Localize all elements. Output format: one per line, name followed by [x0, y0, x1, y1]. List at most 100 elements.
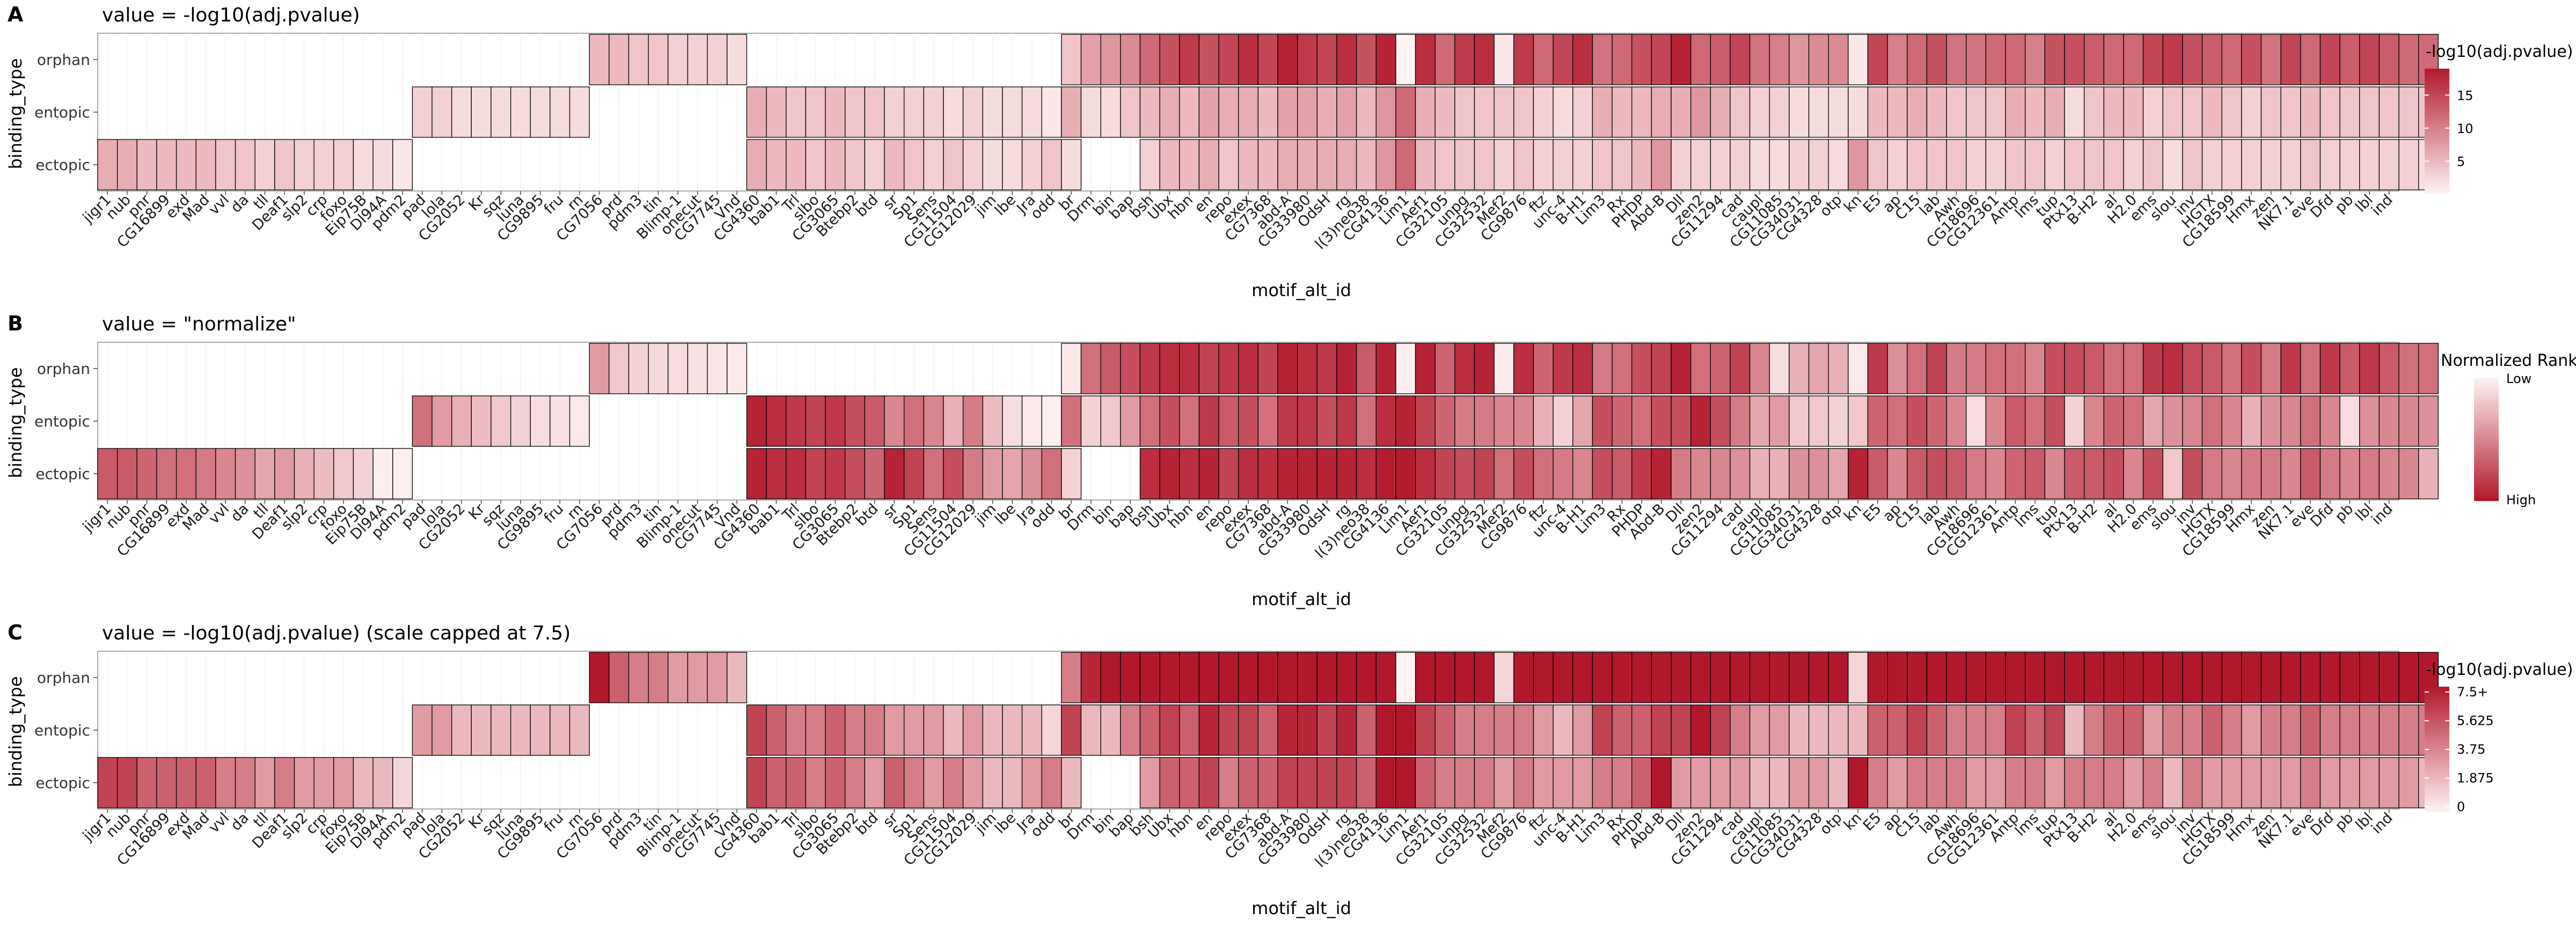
heatmap-cell: [1533, 343, 1554, 394]
heatmap-cell: [412, 395, 433, 447]
heatmap-cell: [1985, 343, 2006, 394]
heatmap-cell: [1769, 34, 1790, 85]
heatmap-cell: [2300, 139, 2321, 190]
heatmap-cell: [1139, 34, 1160, 85]
heatmap-cell: [1179, 343, 1200, 394]
legend-label: 0: [2457, 799, 2465, 814]
heatmap-cell: [1494, 139, 1514, 190]
heatmap-cell: [1592, 448, 1613, 499]
heatmap-cell: [2182, 448, 2203, 499]
heatmap-cell: [1848, 34, 1869, 85]
x-tick-label: otp: [1817, 192, 1845, 220]
heatmap-cell: [1375, 139, 1396, 190]
heatmap-cell: [2044, 704, 2065, 756]
heatmap-cell: [1966, 343, 1987, 394]
heatmap-cell: [2398, 86, 2419, 138]
heatmap-cell: [1553, 704, 1574, 756]
heatmap-cell: [1021, 86, 1042, 138]
heatmap-cell: [943, 448, 964, 499]
heatmap-cell: [1651, 34, 1672, 85]
heatmap-cell: [727, 652, 748, 703]
heatmap-cell: [2064, 34, 2085, 85]
heatmap-cell: [1553, 652, 1574, 703]
heatmap-cell: [1572, 395, 1593, 447]
heatmap-cell: [1218, 757, 1239, 808]
legend-label: 10: [2457, 121, 2473, 136]
heatmap-cell: [1435, 704, 1455, 756]
heatmap-cell: [2044, 86, 2065, 138]
heatmap-cell: [175, 139, 196, 190]
heatmap-cell: [1277, 395, 1298, 447]
heatmap-cell: [2319, 139, 2340, 190]
heatmap-cell: [1435, 86, 1455, 138]
heatmap-cell: [431, 86, 452, 138]
heatmap-cell: [982, 86, 1003, 138]
heatmap-cell: [2339, 343, 2360, 394]
heatmap-cell: [274, 448, 295, 499]
heatmap-cell: [2300, 704, 2321, 756]
heatmap-cell: [1356, 395, 1377, 447]
heatmap-cell: [333, 448, 354, 499]
heatmap-cell: [1297, 139, 1318, 190]
heatmap-cell: [1257, 139, 1278, 190]
heatmap-cell: [1789, 34, 1810, 85]
heatmap-cell: [1533, 704, 1554, 756]
heatmap-cell: [2162, 704, 2183, 756]
heatmap-cell: [1651, 757, 1672, 808]
heatmap-cell: [1395, 757, 1416, 808]
heatmap-cell: [1435, 34, 1455, 85]
heatmap-cell: [2083, 395, 2104, 447]
heatmap-cell: [609, 652, 630, 703]
heatmap-cell: [1336, 139, 1357, 190]
heatmap-cell: [1002, 139, 1023, 190]
heatmap-cell: [1651, 704, 1672, 756]
heatmap-cell: [1100, 704, 1121, 756]
heatmap-cell: [136, 448, 157, 499]
heatmap-cell: [1572, 652, 1593, 703]
heatmap-cell: [215, 757, 236, 808]
heatmap-cell: [864, 86, 885, 138]
heatmap-cell: [746, 757, 767, 808]
heatmap-cell: [1336, 34, 1357, 85]
heatmap-cell: [1356, 343, 1377, 394]
heatmap-cell: [825, 86, 846, 138]
heatmap-cell: [116, 139, 137, 190]
heatmap-cell: [1513, 343, 1534, 394]
heatmap-cell: [825, 139, 846, 190]
heatmap-cell: [1966, 448, 1987, 499]
heatmap-cell: [1828, 34, 1849, 85]
heatmap-cell: [2221, 395, 2242, 447]
heatmap-cell: [1277, 34, 1298, 85]
y-tick-label: ectopic: [35, 465, 90, 483]
heatmap-cell: [1690, 86, 1711, 138]
heatmap-cell: [530, 704, 551, 756]
heatmap-cell: [628, 652, 649, 703]
heatmap-cell: [1415, 448, 1436, 499]
heatmap-cell: [1435, 757, 1455, 808]
heatmap-cell: [1887, 652, 1908, 703]
heatmap-cell: [2182, 86, 2203, 138]
heatmap-cell: [1198, 704, 1219, 756]
heatmap-cell: [962, 395, 983, 447]
heatmap-cell: [2280, 448, 2301, 499]
heatmap-cell: [1395, 652, 1416, 703]
heatmap-cell: [1179, 704, 1200, 756]
heatmap-cell: [1139, 704, 1160, 756]
heatmap-cell: [1257, 395, 1278, 447]
heatmap-cell: [2005, 86, 2026, 138]
heatmap-cell: [569, 86, 590, 138]
heatmap-cell: [1238, 652, 1258, 703]
heatmap-cell: [2044, 448, 2065, 499]
panel-c-xlabel: motif_alt_id: [1252, 898, 1351, 918]
heatmap-cell: [2398, 395, 2419, 447]
heatmap-cell: [2319, 86, 2340, 138]
heatmap-cell: [1592, 652, 1613, 703]
heatmap-cell: [1238, 448, 1258, 499]
heatmap-cell: [313, 757, 334, 808]
heatmap-cell: [2123, 86, 2144, 138]
heatmap-cell: [1100, 395, 1121, 447]
heatmap-cell: [1435, 395, 1455, 447]
heatmap-cell: [2064, 704, 2085, 756]
panel-c-legend-title: -log10(adj.pvalue): [2426, 660, 2573, 679]
y-tick-label: orphan: [37, 669, 90, 687]
